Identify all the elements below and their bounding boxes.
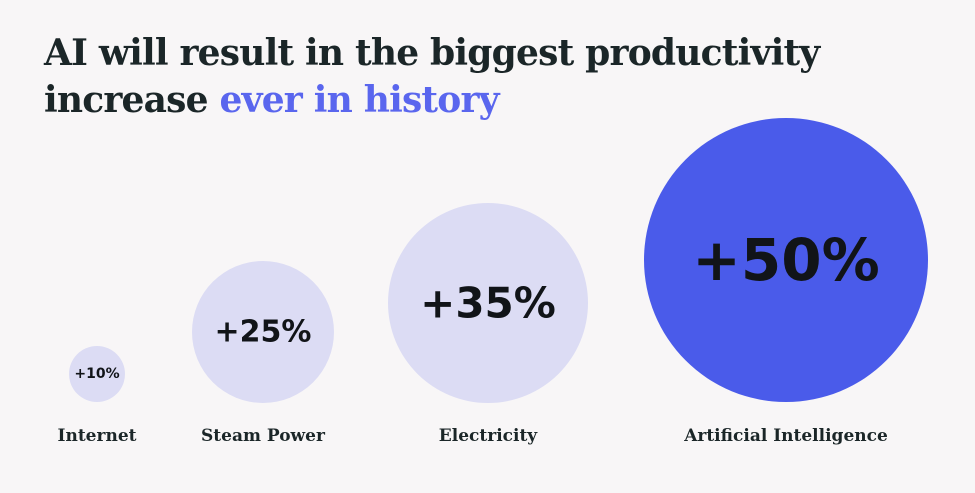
value-label-artificial-intelligence: +50% xyxy=(692,226,879,294)
value-label-electricity: +35% xyxy=(420,279,556,328)
bubble-electricity xyxy=(388,203,588,403)
category-label-internet: Internet xyxy=(58,426,137,446)
page-title: AI will result in the biggest productivi… xyxy=(44,30,820,124)
title-line-2-plain: increase xyxy=(44,79,209,121)
title-line-2-accent: ever in history xyxy=(219,79,499,121)
category-label-steam-power: Steam Power xyxy=(201,426,326,446)
bubble-artificial-intelligence xyxy=(644,118,928,402)
bubble-internet xyxy=(69,346,125,402)
value-label-steam-power: +25% xyxy=(215,315,312,350)
category-label-artificial-intelligence: Artificial Intelligence xyxy=(683,426,888,446)
bubble-steam-power xyxy=(192,261,334,403)
value-label-internet: +10% xyxy=(74,366,119,382)
title-line-1: AI will result in the biggest productivi… xyxy=(44,32,820,74)
category-label-electricity: Electricity xyxy=(439,426,539,446)
